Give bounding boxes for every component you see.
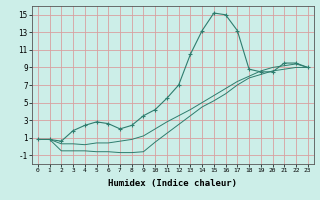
X-axis label: Humidex (Indice chaleur): Humidex (Indice chaleur) — [108, 179, 237, 188]
